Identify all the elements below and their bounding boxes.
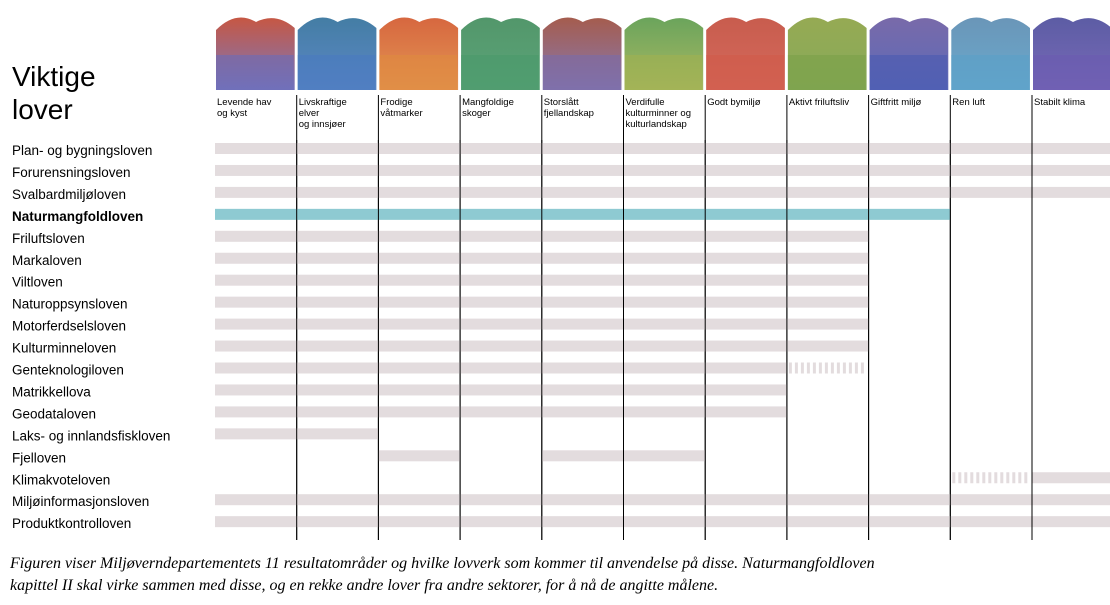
row-label: Markaloven [12, 253, 82, 268]
row-label: Kulturminneloven [12, 341, 116, 356]
icon-base [706, 55, 784, 90]
icon-base [542, 55, 621, 90]
column-label: Livskraftige [299, 97, 347, 108]
coverage-bar [215, 406, 787, 418]
column-label: Storslått [544, 97, 579, 108]
row-label: Geodataloven [12, 406, 96, 421]
caption: Figuren viser Miljøverndepartementets 11… [9, 555, 875, 572]
coverage-dash [812, 362, 816, 374]
coverage-bar [215, 384, 787, 396]
row-label: Matrikkellova [12, 384, 91, 399]
coverage-bar [215, 362, 787, 374]
coverage-bar [215, 516, 1110, 528]
coverage-dash [824, 362, 828, 374]
column-label: og kyst [217, 108, 247, 119]
coverage-dash [818, 362, 822, 374]
coverage-bar [1032, 472, 1110, 484]
column-label: Godt bymiljø [707, 97, 761, 108]
row-label: Svalbardmiljøloven [12, 187, 126, 202]
column-label: kulturlandskap [626, 119, 687, 130]
column-label: elver [299, 108, 320, 119]
icon-base [216, 55, 294, 90]
icon-base [869, 55, 948, 90]
coverage-dash [800, 362, 804, 374]
coverage-dash [1006, 472, 1010, 484]
coverage-dash [806, 362, 810, 374]
column-label: Verdifulle [626, 97, 665, 108]
coverage-bar [215, 208, 951, 220]
coverage-dash [970, 472, 974, 484]
row-label: Genteknologiloven [12, 363, 124, 378]
coverage-dash [994, 472, 998, 484]
column-label: Giftfritt miljø [871, 97, 922, 108]
caption: kapittel II skal virke sammen med disse,… [10, 577, 718, 594]
row-label: Miljøinformasjonsloven [12, 494, 149, 509]
icon-base [787, 55, 866, 90]
column-label: Mangfoldige [462, 97, 514, 108]
coverage-dash [952, 472, 956, 484]
coverage-dash [1024, 472, 1028, 484]
coverage-dash [958, 472, 962, 484]
row-label: Friluftsloven [12, 231, 85, 246]
column-label: Stabilt klima [1034, 97, 1086, 108]
coverage-bar [215, 494, 1110, 506]
coverage-dash [836, 362, 840, 374]
row-label: Laks- og innlandsfiskloven [12, 428, 170, 443]
icon-base [297, 55, 376, 90]
column-label: våtmarker [380, 108, 422, 119]
row-label: Viltloven [12, 275, 63, 290]
coverage-dash [842, 362, 846, 374]
column-label: Frodige [380, 97, 412, 108]
coverage-dash [976, 472, 980, 484]
icon-base [379, 55, 458, 90]
column-label: kulturminner og [626, 108, 691, 119]
title: Viktige [12, 61, 96, 92]
coverage-bar [215, 164, 1110, 176]
coverage-dash [788, 362, 792, 374]
column-label: skoger [462, 108, 491, 119]
column-label: Ren luft [952, 97, 985, 108]
coverage-dash [1012, 472, 1016, 484]
coverage-dash [1018, 472, 1022, 484]
coverage-dash [1000, 472, 1004, 484]
coverage-dash [964, 472, 968, 484]
row-label: Plan- og bygningsloven [12, 143, 152, 158]
column-label: Aktivt friluftsliv [789, 97, 849, 108]
coverage-dash [860, 362, 864, 374]
coverage-dash [988, 472, 992, 484]
column-label: fjellandskap [544, 108, 594, 119]
coverage-dash [794, 362, 798, 374]
icon-base [461, 55, 539, 90]
coverage-bar [215, 143, 1110, 154]
coverage-bar [378, 450, 461, 462]
coverage-dash [982, 472, 986, 484]
row-label: Produktkontrolloven [12, 516, 131, 531]
row-label: Fjelloven [12, 450, 66, 465]
row-label: Naturmangfoldloven [12, 209, 143, 224]
title: lover [12, 94, 73, 125]
column-label: Levende hav [217, 97, 272, 108]
row-label: Klimakvoteloven [12, 472, 110, 487]
row-label: Forurensningsloven [12, 165, 131, 180]
coverage-bar [215, 186, 1110, 198]
icon-base [1033, 55, 1110, 90]
icon-base [951, 55, 1029, 90]
coverage-dash [848, 362, 852, 374]
coverage-dash [830, 362, 834, 374]
row-label: Naturoppsynsloven [12, 297, 128, 312]
icon-base [624, 55, 703, 90]
column-label: og innsjøer [299, 119, 346, 130]
coverage-dash [854, 362, 858, 374]
row-label: Motorferdselsloven [12, 319, 126, 334]
